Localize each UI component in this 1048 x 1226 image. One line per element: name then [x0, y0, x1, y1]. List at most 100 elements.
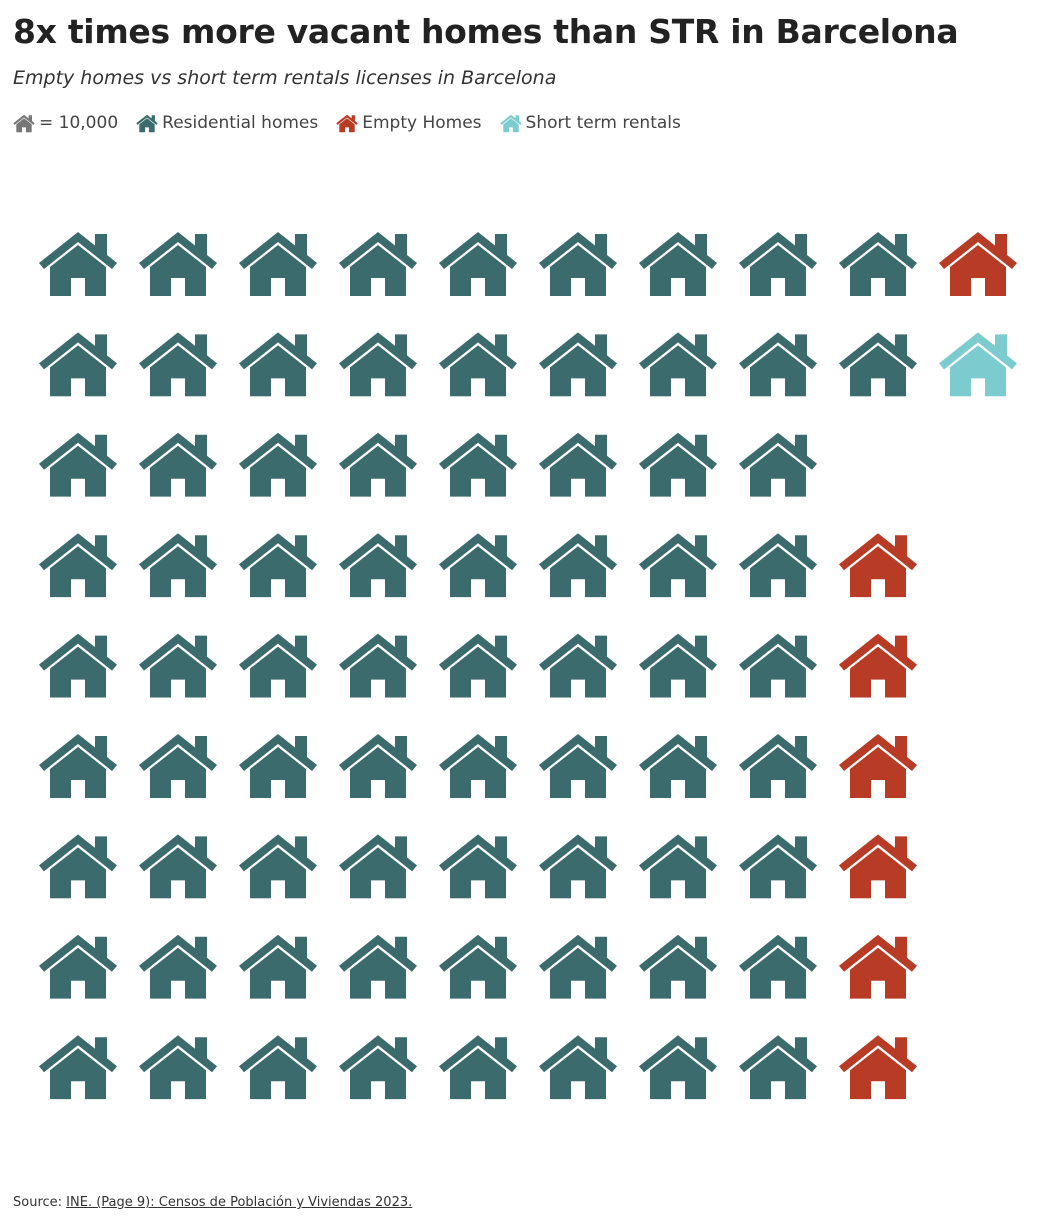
house-icon-residential-homes [739, 332, 817, 397]
house-icon-residential-homes [239, 432, 317, 497]
house-icon-empty-homes [839, 734, 917, 798]
house-icon [336, 114, 358, 133]
house-icon-residential-homes [539, 332, 617, 397]
legend-unit-label: = 10,000 [39, 113, 119, 133]
house-icon-residential-homes [339, 533, 417, 598]
house-icon-residential-homes [439, 1035, 517, 1100]
house-icon-empty-homes [939, 232, 1017, 296]
house-icon-residential-homes [39, 232, 117, 296]
chart-subtitle: Empty homes vs short term rentals licens… [13, 67, 557, 89]
house-icon-residential-homes [839, 232, 917, 296]
source-note: Source: INE. (Page 9): Censos de Poblaci… [13, 1195, 412, 1210]
house-icon-residential-homes [439, 734, 517, 798]
house-icon-residential-homes [139, 934, 217, 999]
house-icon-residential-homes [439, 934, 517, 999]
legend-label: Residential homes [162, 113, 319, 133]
house-icon-residential-homes [439, 432, 517, 497]
house-icon-empty-homes [878, 432, 917, 497]
pictogram-chart [39, 232, 1017, 1100]
legend-label: Short term rentals [525, 113, 681, 133]
house-icon-residential-homes [839, 332, 917, 397]
house-icon-residential-homes [239, 734, 317, 798]
house-icon-residential-homes [439, 533, 517, 598]
house-icon-residential-homes [239, 533, 317, 598]
house-icon-residential-homes [739, 734, 817, 798]
house-icon-residential-homes [639, 533, 717, 598]
house-icon-residential-homes [239, 332, 317, 397]
house-icon-residential-homes [739, 834, 817, 899]
house-icon-empty-homes [839, 934, 917, 999]
house-icon-residential-homes [839, 432, 878, 497]
house-icon-empty-homes [839, 633, 917, 698]
house-icon-residential-homes [539, 633, 617, 698]
house-icon-residential-homes [639, 232, 717, 296]
house-icon-residential-homes [139, 734, 217, 798]
legend-unit: = 10,000 [13, 113, 118, 133]
house-icon-residential-homes [39, 533, 117, 598]
house-icon-residential-homes [539, 934, 617, 999]
house-icon-residential-homes [539, 533, 617, 598]
source-prefix: Source: [13, 1195, 63, 1210]
house-icon-residential-homes [239, 834, 317, 899]
house-icon-residential-homes [539, 432, 617, 497]
house-icon-residential-homes [439, 332, 517, 397]
house-icon-residential-homes [239, 232, 317, 296]
house-icon-residential-homes [139, 332, 217, 397]
legend-item-residential-homes: Residential homes [136, 113, 318, 133]
house-icon-residential-homes [339, 934, 417, 999]
house-icon-residential-homes [339, 834, 417, 899]
house-icon-residential-homes [739, 432, 817, 497]
house-icon-residential-homes [539, 1035, 617, 1100]
house-icon-residential-homes [139, 432, 217, 497]
house-icon-residential-homes [139, 1035, 217, 1100]
house-icon-residential-homes [39, 332, 117, 397]
house-icon-residential-homes [639, 432, 717, 497]
house-icon-residential-homes [739, 1035, 817, 1100]
house-icon-empty-homes [839, 533, 917, 598]
house-icon-residential-homes [439, 633, 517, 698]
house-icon-residential-homes [239, 633, 317, 698]
legend: = 10,000 Residential homes Empty Homes S… [13, 110, 699, 136]
house-icon-empty-homes [839, 1035, 917, 1100]
legend-item-empty-homes: Empty Homes [336, 113, 482, 133]
house-icon-residential-homes [439, 834, 517, 899]
house-icon [500, 114, 522, 133]
house-icon-residential-homes [39, 1035, 117, 1100]
house-icon-residential-homes [739, 934, 817, 999]
house-icon-residential-homes [39, 734, 117, 798]
house-icon-residential-homes [39, 633, 117, 698]
house-icon-residential-homes [139, 633, 217, 698]
house-icon-residential-homes [139, 533, 217, 598]
house-icon-residential-homes [739, 232, 817, 296]
legend-label: Empty Homes [362, 113, 482, 133]
house-icon-residential-homes [239, 1035, 317, 1100]
house-icon-short-term-rentals [939, 332, 1017, 397]
house-icon [136, 114, 158, 133]
house-icon-residential-homes [39, 934, 117, 999]
house-icon-residential-homes [639, 934, 717, 999]
house-icon-residential-homes [339, 633, 417, 698]
house-icon-residential-homes [639, 633, 717, 698]
house-icon-residential-homes [339, 332, 417, 397]
house-icon-residential-homes [639, 734, 717, 798]
house-icon-residential-homes [139, 834, 217, 899]
house-icon-residential-homes [539, 734, 617, 798]
legend-item-short-term-rentals: Short term rentals [500, 113, 681, 133]
house-icon-residential-homes [339, 1035, 417, 1100]
house-icon-residential-homes [739, 533, 817, 598]
house-icon-residential-homes [39, 834, 117, 899]
house-icon-residential-homes [339, 734, 417, 798]
house-icon-residential-homes [439, 232, 517, 296]
house-icon-residential-homes [139, 232, 217, 296]
house-icon-residential-homes [739, 633, 817, 698]
house-icon-residential-homes [239, 934, 317, 999]
house-icon-residential-homes [339, 432, 417, 497]
chart-title: 8x times more vacant homes than STR in B… [13, 12, 959, 51]
house-icon [13, 114, 35, 133]
house-icon-residential-homes [539, 834, 617, 899]
source-link[interactable]: INE. (Page 9): Censos de Población y Viv… [66, 1195, 413, 1210]
house-icon-residential-homes [639, 332, 717, 397]
house-icon-residential-homes [339, 232, 417, 296]
house-icon-residential-homes [539, 232, 617, 296]
house-icon-residential-homes [639, 834, 717, 899]
